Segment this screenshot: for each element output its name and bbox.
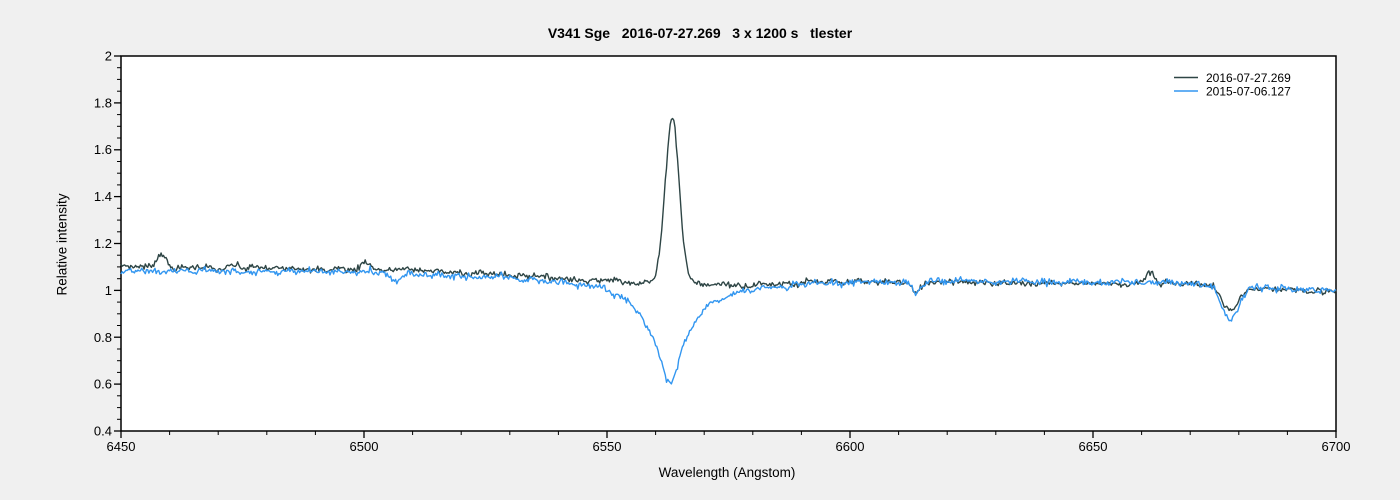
svg-text:V341 Sge 2016-07-27.269 3: V341 Sge 2016-07-27.269 3 x 1200 s tlest…	[548, 25, 853, 41]
svg-text:2: 2	[105, 49, 112, 64]
svg-text:1.8: 1.8	[94, 95, 112, 110]
svg-text:2015-07-06.127: 2015-07-06.127	[1206, 85, 1291, 99]
svg-text:6700: 6700	[1322, 439, 1351, 454]
svg-text:6600: 6600	[836, 439, 865, 454]
svg-text:Relative intensity: Relative intensity	[55, 193, 70, 295]
svg-text:0.6: 0.6	[94, 377, 112, 392]
svg-text:2016-07-27.269: 2016-07-27.269	[1206, 71, 1291, 85]
svg-text:0.8: 0.8	[94, 330, 112, 345]
svg-text:6650: 6650	[1079, 439, 1108, 454]
svg-text:Wavelength (Angstom): Wavelength (Angstom)	[659, 465, 796, 480]
svg-text:1.6: 1.6	[94, 142, 112, 157]
svg-text:1: 1	[105, 283, 112, 298]
svg-text:0.4: 0.4	[94, 424, 112, 439]
svg-text:6550: 6550	[593, 439, 622, 454]
svg-text:1.4: 1.4	[94, 189, 112, 204]
svg-text:6450: 6450	[107, 439, 136, 454]
svg-text:1.2: 1.2	[94, 236, 112, 251]
svg-text:6500: 6500	[350, 439, 379, 454]
